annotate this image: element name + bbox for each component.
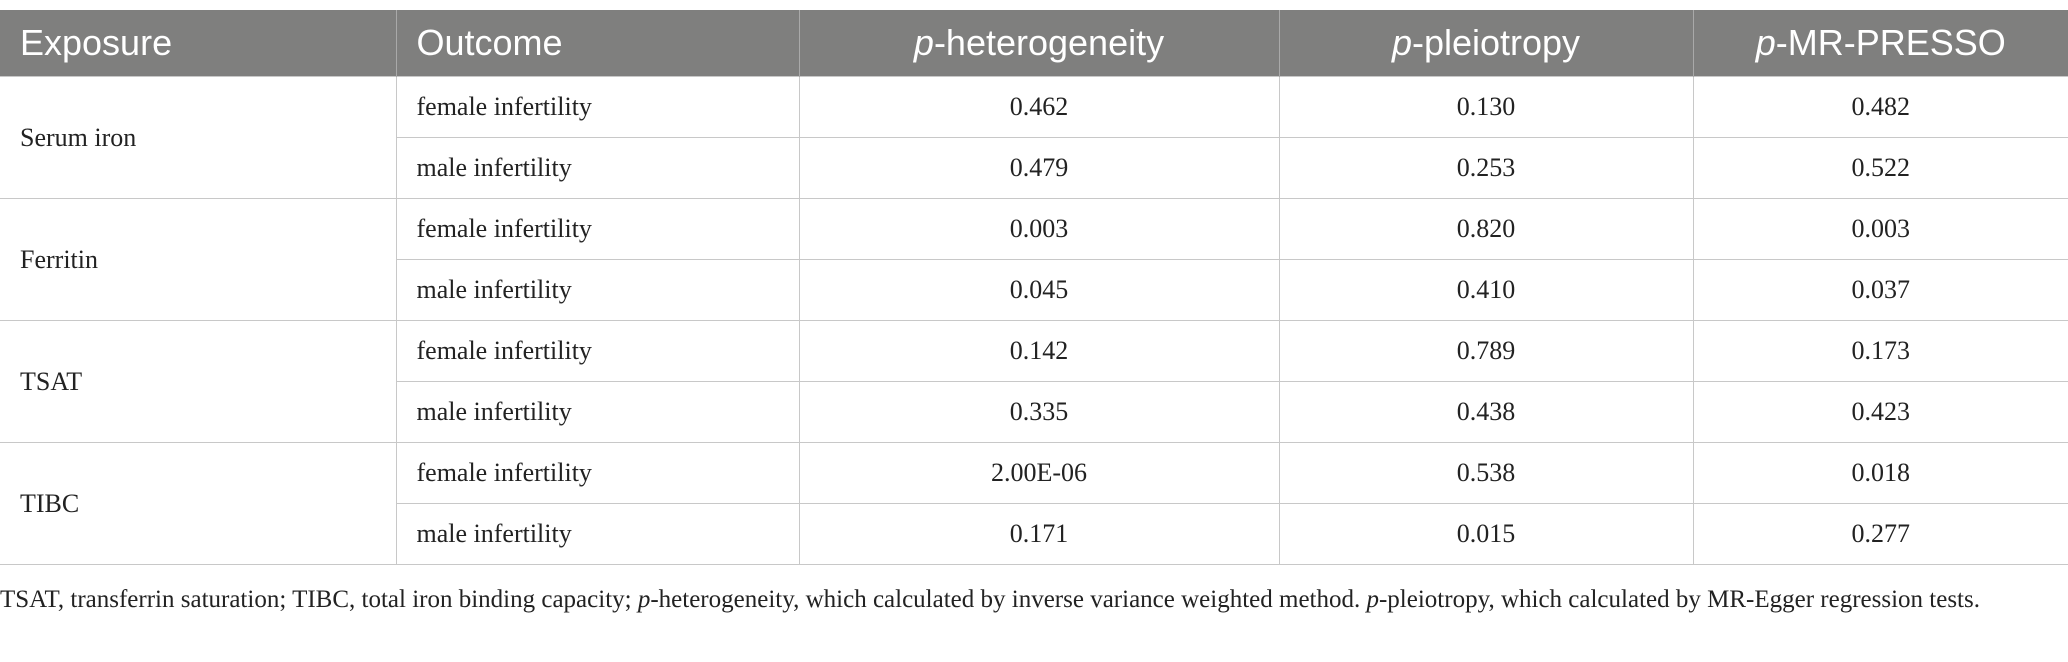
header-p-italic: p [1755, 22, 1776, 63]
header-mr-presso-text: -MR-PRESSO [1775, 22, 2006, 63]
exposure-cell: TIBC [0, 442, 397, 565]
table-row: male infertility 0.045 0.410 0.037 [0, 259, 2068, 321]
results-table: Exposure Outcome p-heterogeneity p-pleio… [0, 10, 2068, 565]
p-heterogeneity-cell: 0.462 [798, 76, 1280, 138]
outcome-cell: female infertility [395, 320, 800, 382]
table-row: Serum iron female infertility 0.462 0.13… [0, 76, 2068, 199]
table-row: male infertility 0.479 0.253 0.522 [0, 137, 2068, 199]
p-mr-presso-cell: 0.277 [1692, 503, 2068, 565]
header-p-heterogeneity: p-heterogeneity [799, 10, 1280, 77]
table-footnote: TSAT, transferrin saturation; TIBC, tota… [0, 583, 2060, 617]
outcome-cell: female infertility [395, 76, 800, 138]
exposure-cell: TSAT [0, 320, 397, 443]
p-pleiotropy-cell: 0.130 [1278, 76, 1694, 138]
outcome-cell: female infertility [395, 198, 800, 260]
header-exposure: Exposure [0, 10, 397, 77]
header-p-pleiotropy: p-pleiotropy [1279, 10, 1694, 77]
p-heterogeneity-cell: 0.045 [798, 259, 1280, 321]
p-pleiotropy-cell: 0.410 [1278, 259, 1694, 321]
footnote-p-italic: p [1366, 586, 1379, 613]
p-heterogeneity-cell: 2.00E-06 [798, 442, 1280, 504]
outcome-cell: male infertility [396, 503, 800, 565]
table-row: male infertility 0.335 0.438 0.423 [0, 381, 2068, 443]
p-heterogeneity-cell: 0.142 [798, 320, 1280, 382]
p-pleiotropy-cell: 0.438 [1278, 381, 1694, 443]
outcome-cell: male infertility [396, 259, 800, 321]
exposure-cell: Ferritin [0, 198, 397, 321]
p-heterogeneity-cell: 0.335 [798, 381, 1280, 443]
p-pleiotropy-cell: 0.820 [1278, 198, 1694, 260]
p-heterogeneity-cell: 0.171 [798, 503, 1280, 565]
header-outcome: Outcome [396, 10, 800, 77]
header-pleiotropy-text: -pleiotropy [1411, 22, 1581, 63]
table-row: Ferritin female infertility 0.003 0.820 … [0, 198, 2068, 321]
p-pleiotropy-cell: 0.015 [1278, 503, 1694, 565]
table-row: TIBC female infertility 2.00E-06 0.538 0… [0, 442, 2068, 565]
header-p-mr-presso: p-MR-PRESSO [1693, 10, 2068, 77]
p-mr-presso-cell: 0.003 [1692, 198, 2068, 260]
p-pleiotropy-cell: 0.789 [1278, 320, 1694, 382]
p-mr-presso-cell: 0.522 [1692, 137, 2068, 199]
table-row: male infertility 0.171 0.015 0.277 [0, 503, 2068, 565]
footnote-p-italic: p [637, 586, 651, 613]
p-mr-presso-cell: 0.173 [1692, 320, 2068, 382]
p-mr-presso-cell: 0.423 [1692, 381, 2068, 443]
footnote-abbreviations: TSAT, transferrin saturation; TIBC, tota… [0, 586, 638, 613]
p-pleiotropy-cell: 0.538 [1278, 442, 1694, 504]
exposure-cell: Serum iron [0, 76, 397, 199]
p-mr-presso-cell: 0.482 [1692, 76, 2068, 138]
header-p-italic: p [913, 22, 934, 63]
header-row: Exposure Outcome p-heterogeneity p-pleio… [0, 10, 2068, 77]
header-p-italic: p [1391, 22, 1412, 63]
table-row: TSAT female infertility 0.142 0.789 0.17… [0, 320, 2068, 443]
p-pleiotropy-cell: 0.253 [1278, 137, 1694, 199]
header-heterogeneity-text: -heterogeneity [933, 22, 1165, 63]
p-mr-presso-cell: 0.037 [1692, 259, 2068, 321]
p-heterogeneity-cell: 0.003 [798, 198, 1280, 260]
outcome-cell: female infertility [395, 442, 800, 504]
footnote-pleiotropy-text: -pleiotropy, which calculated by MR-Egge… [1378, 586, 1980, 613]
p-heterogeneity-cell: 0.479 [798, 137, 1280, 199]
outcome-cell: male infertility [396, 381, 800, 443]
p-mr-presso-cell: 0.018 [1692, 442, 2068, 504]
footnote-heterogeneity-text: -heterogeneity, which calculated by inve… [650, 586, 1367, 613]
outcome-cell: male infertility [396, 137, 800, 199]
